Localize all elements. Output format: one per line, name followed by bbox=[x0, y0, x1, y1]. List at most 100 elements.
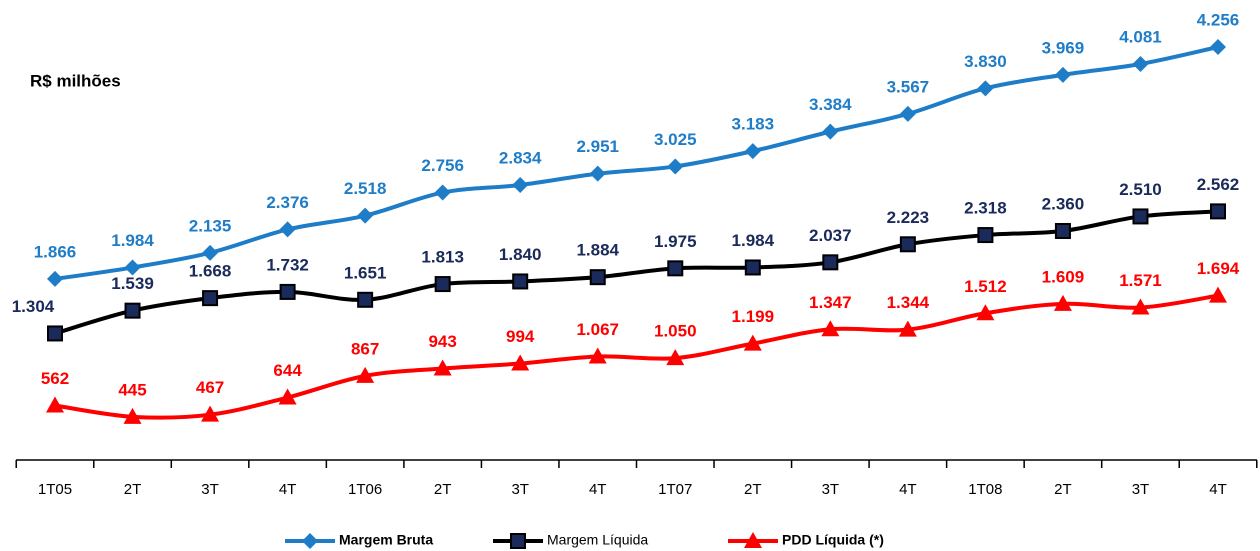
value-label: 2.135 bbox=[189, 216, 232, 235]
marker bbox=[202, 244, 219, 261]
value-label: 2.223 bbox=[887, 208, 930, 227]
x-tick-label: 3T bbox=[511, 481, 529, 498]
value-label: 1.512 bbox=[964, 277, 1007, 296]
value-label: 2.360 bbox=[1042, 194, 1085, 213]
value-label: 1.199 bbox=[732, 307, 775, 326]
x-tick-label: 3T bbox=[201, 481, 219, 498]
marker bbox=[667, 158, 684, 175]
x-tick-label: 4T bbox=[899, 481, 917, 498]
value-label: 1.813 bbox=[421, 248, 464, 267]
value-label: 4.081 bbox=[1119, 27, 1162, 46]
value-label: 3.384 bbox=[809, 95, 852, 114]
marker bbox=[124, 259, 141, 276]
marker bbox=[47, 325, 63, 342]
value-label: 1.344 bbox=[887, 293, 930, 312]
value-label: 445 bbox=[118, 380, 146, 399]
value-label: 2.037 bbox=[809, 226, 852, 245]
x-tick-label: 3T bbox=[822, 481, 840, 498]
marker bbox=[1132, 208, 1149, 225]
value-label: 1.067 bbox=[576, 320, 619, 339]
value-label: 2.834 bbox=[499, 148, 542, 167]
marker bbox=[667, 260, 684, 277]
unit-annotation: R$ milhões bbox=[30, 71, 121, 90]
marker bbox=[899, 236, 916, 253]
marker bbox=[1131, 298, 1150, 315]
marker bbox=[433, 359, 452, 376]
value-label: 3.830 bbox=[964, 52, 1007, 71]
marker bbox=[1053, 294, 1072, 311]
marker bbox=[202, 290, 219, 307]
marker bbox=[278, 388, 297, 405]
value-label: 1.884 bbox=[576, 241, 619, 260]
value-label: 2.376 bbox=[266, 193, 309, 212]
marker bbox=[744, 532, 762, 548]
x-tick-label: 4T bbox=[1209, 481, 1227, 498]
marker bbox=[1132, 55, 1149, 72]
legend-label: Margem Líquida bbox=[547, 532, 648, 548]
value-label: 467 bbox=[196, 378, 224, 397]
x-tick-label: 1T08 bbox=[968, 481, 1002, 498]
marker bbox=[977, 80, 994, 97]
marker bbox=[822, 123, 839, 140]
marker bbox=[744, 143, 761, 160]
marker bbox=[588, 347, 607, 364]
value-label: 2.318 bbox=[964, 199, 1007, 218]
marker bbox=[434, 184, 451, 201]
x-tick-label: 2T bbox=[744, 481, 762, 498]
x-tick-label: 1T05 bbox=[38, 481, 72, 498]
x-tick-label: 4T bbox=[279, 481, 297, 498]
marker bbox=[510, 533, 526, 549]
marker bbox=[279, 221, 296, 238]
legend-label: Margem Bruta bbox=[339, 532, 433, 548]
value-label: 1.732 bbox=[266, 255, 309, 274]
marker bbox=[512, 273, 529, 290]
value-label: 2.951 bbox=[576, 137, 619, 156]
value-label: 1.840 bbox=[499, 245, 542, 264]
marker bbox=[1054, 222, 1071, 239]
marker bbox=[124, 302, 141, 319]
value-label: 1.304 bbox=[12, 297, 55, 316]
marker bbox=[589, 165, 606, 182]
value-label: 3.025 bbox=[654, 130, 697, 149]
x-tick-label: 2T bbox=[434, 481, 452, 498]
x-tick-label: 3T bbox=[1132, 481, 1150, 498]
marker bbox=[899, 105, 916, 122]
value-label: 1.668 bbox=[189, 262, 232, 281]
marker bbox=[279, 283, 296, 300]
series-line bbox=[54, 293, 1219, 420]
marker bbox=[1054, 66, 1071, 83]
value-label: 1.984 bbox=[732, 231, 775, 250]
value-label: 644 bbox=[273, 361, 302, 380]
value-label: 3.183 bbox=[732, 115, 775, 134]
marker bbox=[977, 227, 994, 244]
marker bbox=[302, 533, 318, 549]
marker bbox=[47, 270, 63, 287]
value-label: 562 bbox=[41, 369, 69, 388]
value-label: 2.756 bbox=[421, 156, 464, 175]
value-label: 1.571 bbox=[1119, 271, 1162, 290]
value-label: 1.975 bbox=[654, 232, 697, 251]
x-tick-label: 1T07 bbox=[658, 481, 692, 498]
marker bbox=[821, 320, 840, 337]
value-label: 1.651 bbox=[344, 263, 387, 282]
marker bbox=[201, 405, 220, 422]
marker bbox=[512, 176, 529, 193]
series-line bbox=[54, 209, 1219, 336]
legend-label: PDD Líquida (*) bbox=[782, 532, 884, 548]
marker bbox=[1209, 286, 1227, 303]
marker bbox=[822, 254, 839, 271]
marker bbox=[666, 349, 685, 366]
marker bbox=[743, 334, 762, 351]
value-label: 1.539 bbox=[111, 274, 154, 293]
marker bbox=[898, 320, 917, 337]
x-tick-label: 1T06 bbox=[348, 481, 382, 498]
marker bbox=[511, 354, 530, 371]
value-label: 4.256 bbox=[1197, 10, 1240, 29]
series-line bbox=[54, 45, 1219, 281]
marker bbox=[357, 207, 374, 224]
x-tick-label: 4T bbox=[589, 481, 607, 498]
value-label: 1.694 bbox=[1197, 259, 1240, 278]
marker bbox=[976, 304, 995, 321]
value-label: 3.969 bbox=[1042, 38, 1085, 57]
